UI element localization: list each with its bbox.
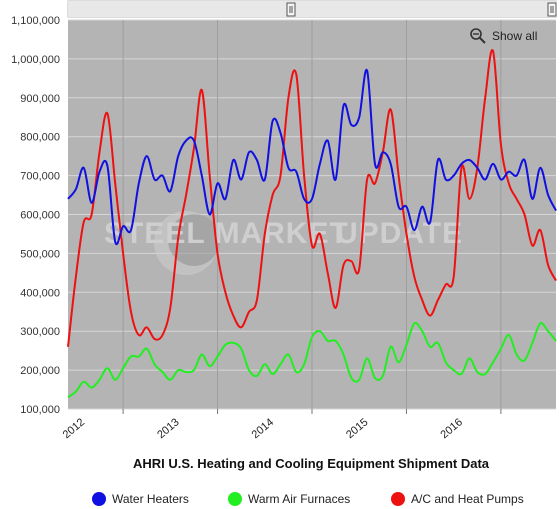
x-tick-label: 2015 bbox=[344, 416, 370, 441]
legend-marker bbox=[92, 492, 106, 506]
x-axis: 2012 2013 2014 2015 2016 bbox=[61, 409, 502, 441]
y-tick-label: 900,000 bbox=[20, 93, 60, 105]
legend-label: A/C and Heat Pumps bbox=[411, 492, 524, 506]
x-tick-label: 2014 bbox=[250, 416, 276, 441]
chart-title: AHRI U.S. Heating and Cooling Equipment … bbox=[133, 456, 490, 471]
x-tick-label: 2013 bbox=[155, 416, 181, 441]
legend-item[interactable]: Water Heaters bbox=[92, 492, 189, 506]
y-tick-label: 700,000 bbox=[20, 171, 60, 183]
navigator-right-handle[interactable] bbox=[547, 2, 557, 17]
y-tick-label: 1,100,000 bbox=[11, 15, 60, 27]
y-tick-label: 500,000 bbox=[20, 248, 60, 260]
y-tick-label: 300,000 bbox=[20, 326, 60, 338]
x-tick-label: 2012 bbox=[61, 416, 87, 441]
watermark-logo: STEEL MARKET UPDATE bbox=[104, 211, 463, 275]
series-line-a-c-and-heat-pumps[interactable] bbox=[67, 49, 557, 347]
navigator-selection[interactable] bbox=[68, 1, 556, 17]
grid bbox=[68, 19, 556, 410]
series-line-water-heaters[interactable] bbox=[67, 68, 557, 246]
y-tick-label: 600,000 bbox=[20, 210, 60, 222]
y-axis: 100,000 200,000 300,000 400,000 500,000 600,0… bbox=[11, 15, 60, 416]
legend-marker bbox=[228, 492, 242, 506]
legend-item[interactable]: A/C and Heat Pumps bbox=[391, 492, 524, 506]
y-tick-label: 400,000 bbox=[20, 287, 60, 299]
y-tick-label: 200,000 bbox=[20, 365, 60, 377]
legend-item[interactable]: Warm Air Furnaces bbox=[228, 492, 350, 506]
y-tick-label: 800,000 bbox=[20, 132, 60, 144]
legend-marker bbox=[391, 492, 405, 506]
legend-label: Warm Air Furnaces bbox=[248, 492, 350, 506]
x-tick-label: 2016 bbox=[439, 416, 465, 441]
svg-text:STEEL MARKET: STEEL MARKET bbox=[104, 217, 349, 250]
y-tick-label: 1,000,000 bbox=[11, 54, 60, 66]
y-tick-label: 100,000 bbox=[20, 404, 60, 416]
legend: Water Heaters Warm Air Furnaces A/C and He… bbox=[92, 492, 524, 506]
zoom-out-icon bbox=[470, 28, 482, 40]
show-all-label: Show all bbox=[492, 29, 537, 43]
show-all-button[interactable]: Show all bbox=[470, 28, 537, 44]
series-line-warm-air-furnaces[interactable] bbox=[67, 321, 557, 399]
legend-label: Water Heaters bbox=[112, 492, 189, 506]
navigator-left-handle[interactable] bbox=[286, 2, 296, 17]
svg-text:UPDATE: UPDATE bbox=[336, 217, 463, 250]
series-layer bbox=[67, 49, 557, 399]
